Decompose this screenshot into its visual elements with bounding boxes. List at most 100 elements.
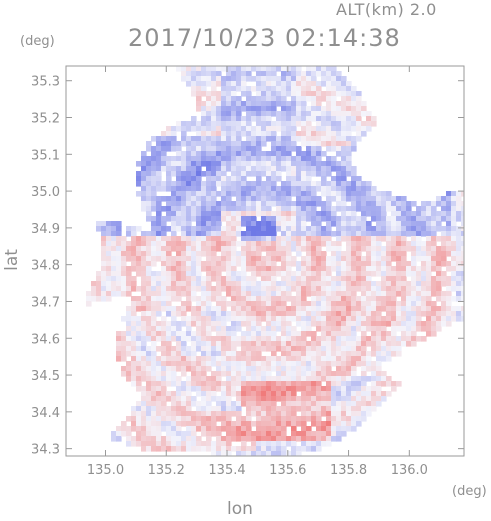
heatmap-cell — [326, 136, 332, 142]
heatmap-cell — [391, 246, 397, 252]
heatmap-cell — [331, 351, 337, 357]
heatmap-cell — [201, 266, 207, 272]
heatmap-cell — [201, 326, 207, 332]
heatmap-cell — [316, 231, 322, 237]
heatmap-cell — [346, 341, 352, 347]
heatmap-cell — [356, 361, 362, 367]
heatmap-cell — [196, 281, 202, 287]
heatmap-cell — [201, 401, 207, 407]
heatmap-cell — [306, 196, 312, 202]
heatmap-cell — [221, 126, 227, 132]
heatmap-cell — [191, 386, 197, 392]
heatmap-cell — [306, 311, 312, 317]
heatmap-cell — [431, 216, 437, 222]
heatmap-cell — [331, 96, 337, 102]
heatmap-cell — [341, 376, 347, 382]
heatmap-cell — [206, 191, 212, 197]
heatmap-cell — [296, 436, 302, 442]
heatmap-cell — [221, 231, 227, 237]
heatmap-cell — [116, 351, 122, 357]
heatmap-cell — [296, 176, 302, 182]
heatmap-cell — [176, 66, 182, 72]
heatmap-cell — [296, 386, 302, 392]
heatmap-cell — [231, 81, 237, 87]
heatmap-cell — [256, 106, 262, 112]
heatmap-cell — [451, 226, 457, 232]
heatmap-cell — [371, 226, 377, 232]
heatmap-cell — [221, 211, 227, 217]
heatmap-cell — [456, 246, 462, 252]
heatmap-cell — [256, 266, 262, 272]
heatmap-cell — [111, 256, 117, 262]
heatmap-cell — [246, 361, 252, 367]
heatmap-cell — [151, 241, 157, 247]
heatmap-cell — [146, 316, 152, 322]
heatmap-cell — [221, 276, 227, 282]
heatmap-cell — [366, 111, 372, 117]
heatmap-cell — [151, 316, 157, 322]
heatmap-cell — [251, 181, 257, 187]
heatmap-cell — [166, 371, 172, 377]
heatmap-cell — [226, 226, 232, 232]
heatmap-cell — [346, 186, 352, 192]
heatmap-cell — [196, 171, 202, 177]
heatmap-cell — [201, 86, 207, 92]
heatmap-cell — [146, 401, 152, 407]
heatmap-cell — [321, 161, 327, 167]
heatmap-cell — [316, 216, 322, 222]
heatmap-cell — [226, 231, 232, 237]
heatmap-cell — [226, 196, 232, 202]
heatmap-cell — [426, 231, 432, 237]
heatmap-cell — [311, 241, 317, 247]
heatmap-cell — [196, 361, 202, 367]
heatmap-cell — [316, 326, 322, 332]
heatmap-cell — [196, 326, 202, 332]
heatmap-cell — [361, 341, 367, 347]
heatmap-cell — [381, 201, 387, 207]
heatmap-cell — [206, 381, 212, 387]
heatmap-cell — [221, 266, 227, 272]
heatmap-cell — [151, 226, 157, 232]
heatmap-cell — [321, 271, 327, 277]
heatmap-cell — [271, 196, 277, 202]
heatmap-cell — [111, 246, 117, 252]
heatmap-cell — [216, 106, 222, 112]
heatmap-cell — [441, 316, 447, 322]
heatmap-cell — [276, 111, 282, 117]
heatmap-cell — [296, 446, 302, 452]
heatmap-cell — [306, 91, 312, 97]
heatmap-cell — [181, 336, 187, 342]
heatmap-cell — [196, 371, 202, 377]
heatmap-cell — [291, 406, 297, 412]
heatmap-cell — [446, 236, 452, 242]
heatmap-cell — [226, 136, 232, 142]
heatmap-cell — [271, 261, 277, 267]
heatmap-cell — [211, 296, 217, 302]
heatmap-cell — [331, 336, 337, 342]
heatmap-cell — [396, 276, 402, 282]
heatmap-cell — [151, 281, 157, 287]
heatmap-cell — [201, 236, 207, 242]
heatmap-cell — [301, 236, 307, 242]
heatmap-cell — [266, 231, 272, 237]
heatmap-cell — [206, 291, 212, 297]
heatmap-cell — [381, 236, 387, 242]
heatmap-cell — [211, 321, 217, 327]
heatmap-cell — [366, 361, 372, 367]
heatmap-cell — [306, 206, 312, 212]
heatmap-cell — [306, 351, 312, 357]
heatmap-cell — [196, 346, 202, 352]
heatmap-cell — [266, 181, 272, 187]
heatmap-cell — [136, 346, 142, 352]
heatmap-cell — [331, 106, 337, 112]
heatmap-cell — [196, 336, 202, 342]
heatmap-cell — [276, 191, 282, 197]
heatmap-cell — [216, 396, 222, 402]
heatmap-cell — [441, 216, 447, 222]
heatmap-cell — [226, 121, 232, 127]
heatmap-cell — [416, 231, 422, 237]
heatmap-cell — [301, 431, 307, 437]
heatmap-cell — [421, 326, 427, 332]
heatmap-cell — [391, 351, 397, 357]
heatmap-cell — [361, 201, 367, 207]
